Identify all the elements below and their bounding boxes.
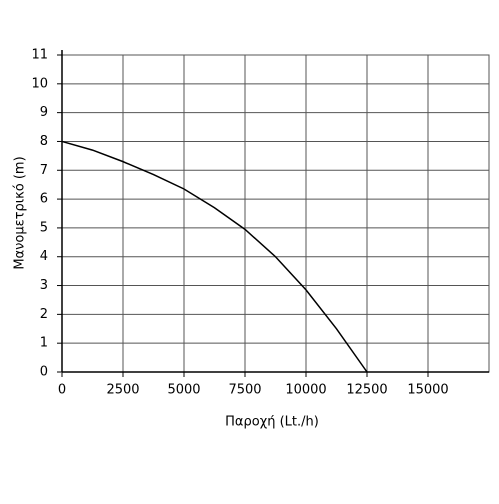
y-tick-label: 4	[40, 249, 48, 264]
curve	[61, 140, 368, 373]
y-axis-label: Μανομετρικό (m)	[13, 156, 28, 269]
x-tick-label: 2500	[106, 383, 139, 398]
y-tick-label: 5	[40, 220, 48, 235]
y-tick-label: 2	[40, 307, 48, 322]
y-tick-label: 7	[40, 163, 48, 178]
y-tick-label: 8	[40, 134, 48, 149]
y-tick-label: 11	[31, 48, 48, 63]
plot-frame	[61, 54, 490, 373]
x-tick-label: 12500	[346, 383, 387, 398]
y-tick-label: 6	[40, 192, 48, 207]
x-tick-label: 0	[58, 383, 66, 398]
x-tick-label: 5000	[167, 383, 200, 398]
x-tick-label: 10000	[285, 383, 326, 398]
x-tick-label: 15000	[407, 383, 448, 398]
y-tick-label: 0	[40, 365, 48, 380]
y-tick-label: 3	[40, 278, 48, 293]
y-tick-label: 9	[40, 105, 48, 120]
y-tick-label: 1	[40, 336, 48, 351]
x-tick-label: 7500	[228, 383, 261, 398]
y-tick-label: 10	[31, 76, 48, 91]
x-axis-label: Παροχή (Lt./h)	[225, 415, 319, 430]
